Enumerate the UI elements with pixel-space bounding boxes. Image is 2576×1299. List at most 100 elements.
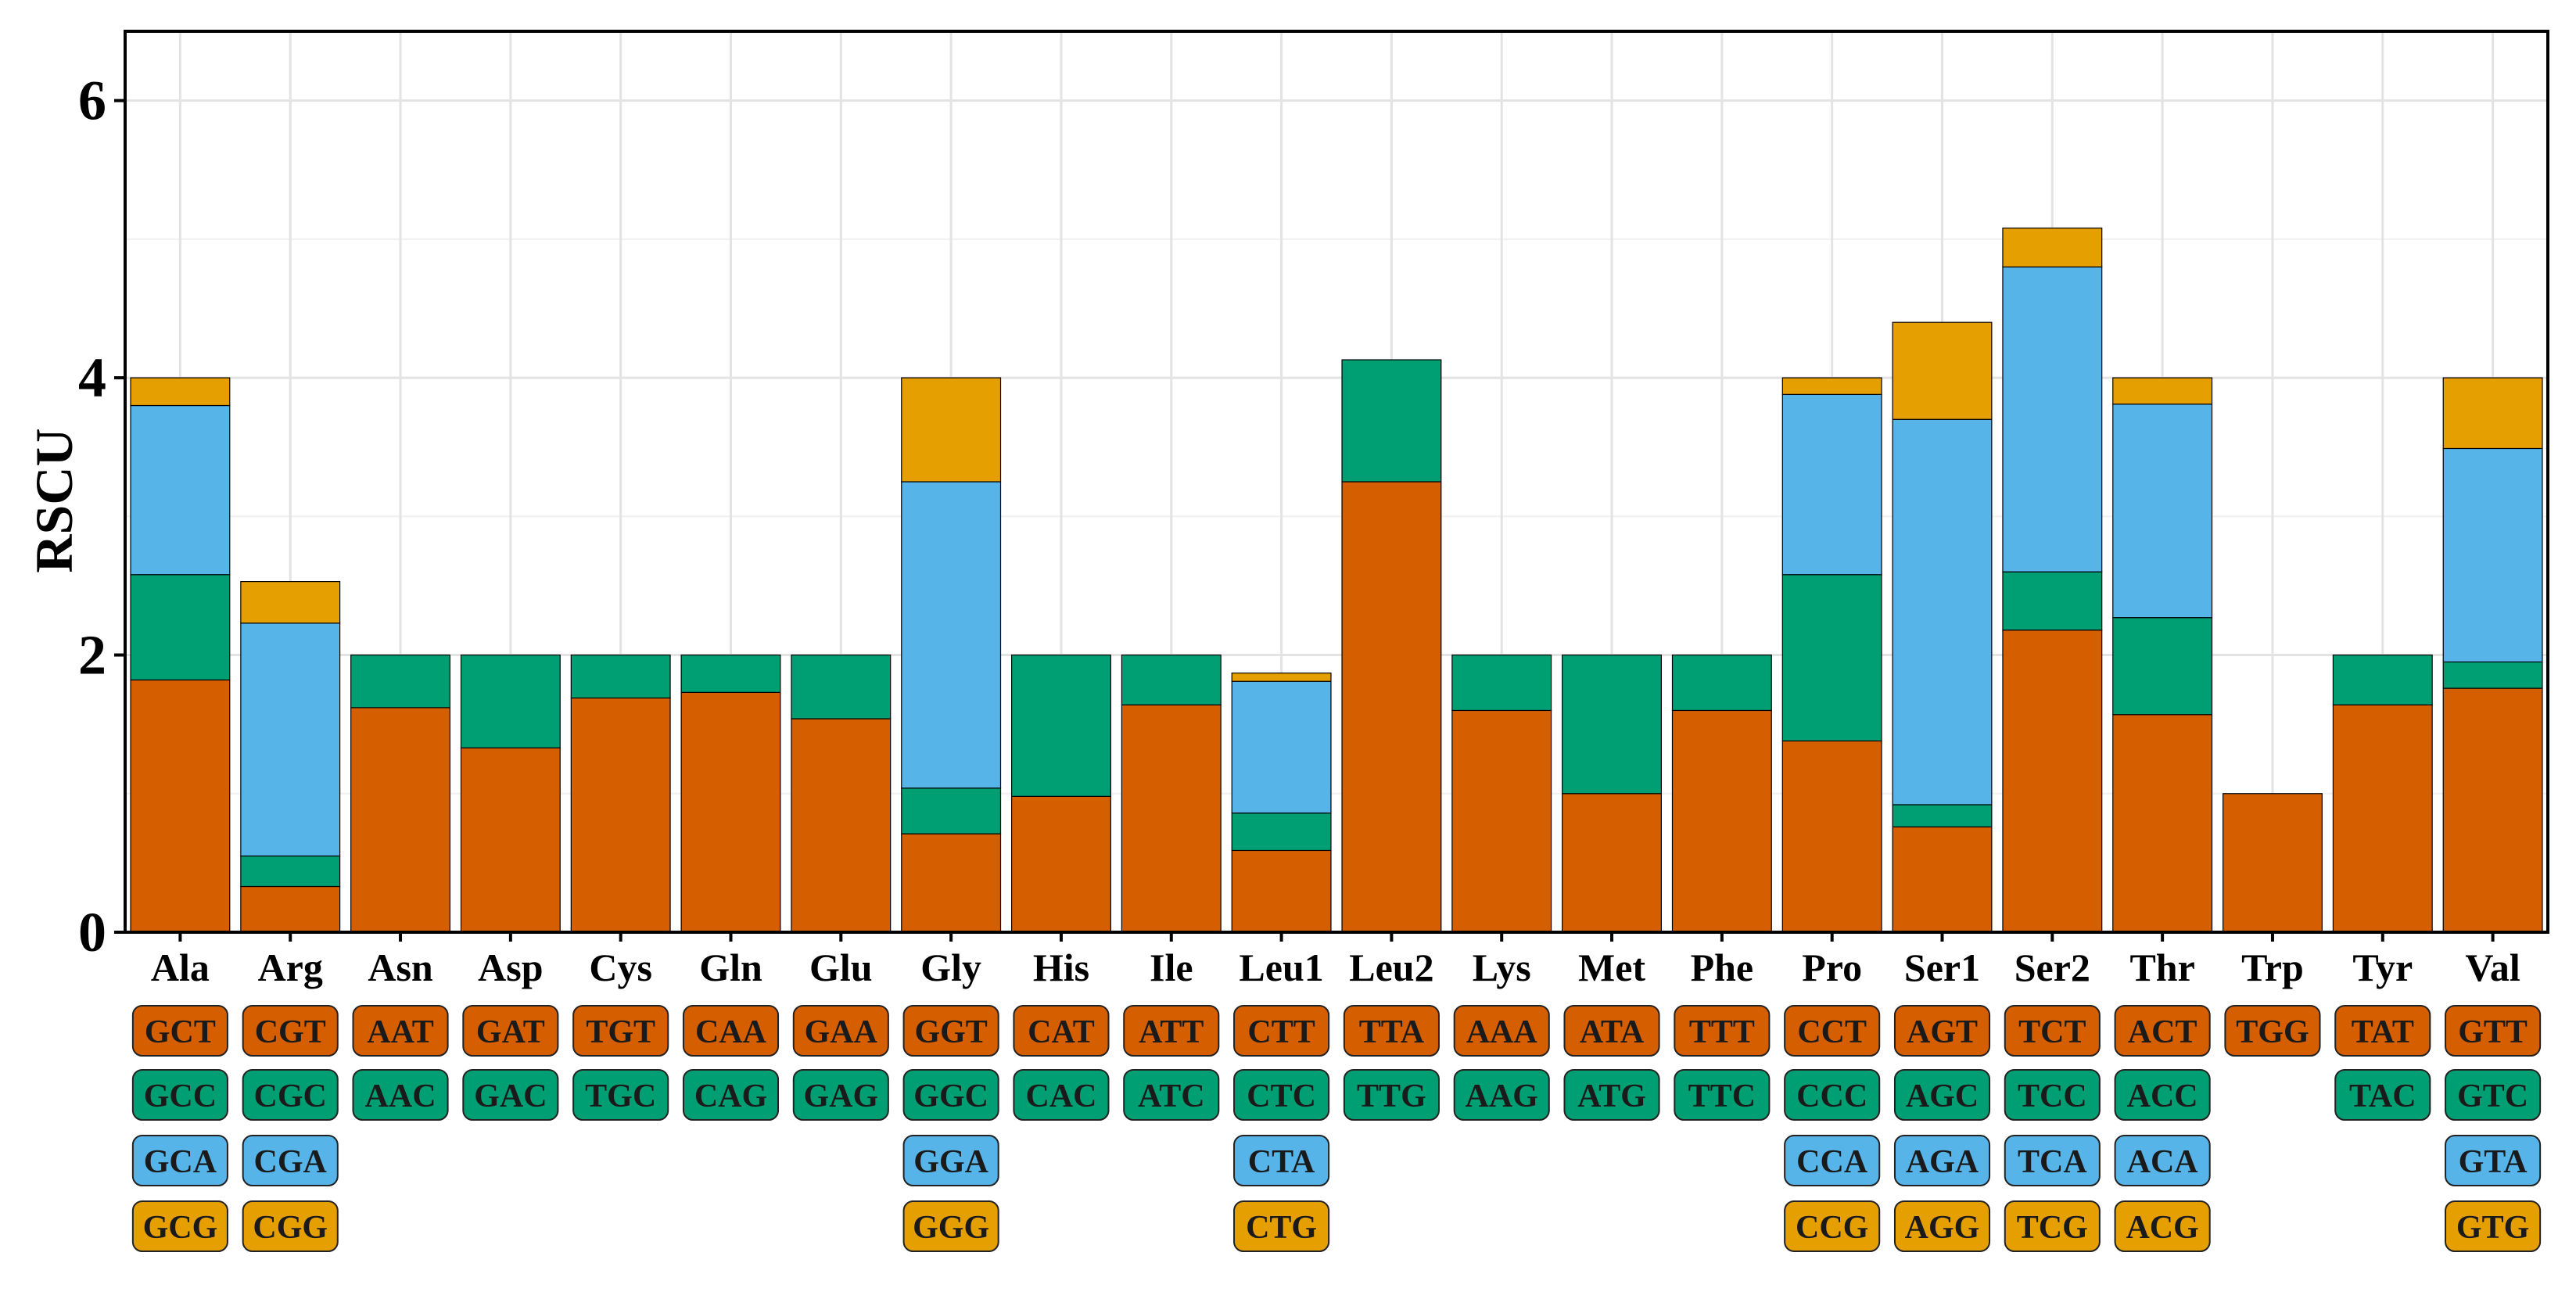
codon-box-bg	[2114, 1005, 2211, 1057]
axes: 0 2 4 6	[78, 30, 2549, 963]
codon-label: TGG	[2236, 1014, 2309, 1050]
codon-box-bg	[1233, 1135, 1330, 1186]
codon-box-GGT: GGT	[902, 1005, 999, 1057]
codon-label: CTA	[1248, 1144, 1315, 1180]
codon-box-bg	[1453, 1005, 1550, 1057]
codon-box-bg	[1784, 1069, 1881, 1121]
codon-box-bg	[131, 1200, 228, 1252]
bar-Val-GTA	[2442, 447, 2543, 662]
x-tick-label-Cys: Cys	[589, 946, 652, 989]
codon-box-TGG: TGG	[2224, 1005, 2321, 1057]
codon-box-TTC: TTC	[1674, 1069, 1771, 1121]
codon-box-bg	[1233, 1069, 1330, 1121]
codon-label: AAA	[1466, 1014, 1538, 1050]
bar-Pro-CCG	[1781, 377, 1882, 395]
codon-box-bg	[1123, 1005, 1220, 1057]
codon-label: TGT	[586, 1014, 655, 1050]
bar-Ala-GCG	[130, 377, 231, 407]
codon-label: ATG	[1577, 1078, 1646, 1114]
codon-box-bg	[2004, 1200, 2101, 1252]
bar-Val-GTG	[2442, 377, 2543, 450]
bar-Ala-GCA	[130, 404, 231, 576]
codon-label: GAC	[474, 1078, 547, 1114]
x-tick-label-Phe: Phe	[1691, 946, 1754, 989]
codon-label: ATC	[1138, 1078, 1205, 1114]
bar-Thr-ACC	[2112, 617, 2213, 716]
codon-label: TTT	[1689, 1014, 1755, 1050]
codon-box-bg	[1233, 1005, 1330, 1057]
bar-Asp-GAC	[460, 654, 561, 748]
codon-label: CCG	[1796, 1210, 1868, 1246]
codon-box-bg	[792, 1005, 889, 1057]
codon-label: AGG	[1905, 1210, 1980, 1246]
x-tick-label-Arg: Arg	[258, 946, 323, 989]
codon-label: AGC	[1906, 1078, 1979, 1114]
bar-Tyr-TAT	[2332, 704, 2433, 933]
codon-box-bg	[2334, 1069, 2431, 1121]
codon-box-CCG: CCG	[1784, 1200, 1881, 1252]
codon-box-AGG: AGG	[1893, 1200, 1991, 1252]
codon-box-GTA: GTA	[2445, 1135, 2542, 1186]
y-tick-label: 4	[78, 346, 106, 409]
bar-Ser2-TCT	[2002, 630, 2103, 933]
bars	[130, 228, 2543, 933]
bar-Gly-GGG	[901, 377, 1002, 483]
codon-label: GGA	[913, 1144, 988, 1180]
codon-box-ATT: ATT	[1123, 1005, 1220, 1057]
bar-Val-GTT	[2442, 687, 2543, 933]
codon-box-CAC: CAC	[1013, 1069, 1110, 1121]
codon-box-ATG: ATG	[1563, 1069, 1660, 1121]
codon-box-bg	[902, 1005, 999, 1057]
codon-label: CGC	[254, 1078, 327, 1114]
codon-box-bg	[902, 1069, 999, 1121]
codon-box-AGA: AGA	[1893, 1135, 1991, 1186]
codon-box-AAT: AAT	[352, 1005, 449, 1057]
codon-label: ATA	[1580, 1014, 1645, 1050]
x-tick-label-Ser1: Ser1	[1904, 946, 1980, 989]
codon-box-ATC: ATC	[1123, 1069, 1220, 1121]
bar-Leu1-CTT	[1231, 849, 1332, 933]
codon-label: GAG	[803, 1078, 878, 1114]
codon-box-bg	[1893, 1135, 1991, 1186]
codon-box-bg	[2004, 1069, 2101, 1121]
codon-label: ACC	[2127, 1078, 2198, 1114]
codon-label: GAT	[476, 1014, 545, 1050]
codon-box-CAA: CAA	[682, 1005, 780, 1057]
codon-box-GGC: GGC	[902, 1069, 999, 1121]
codon-box-GGG: GGG	[902, 1200, 999, 1252]
bar-Cys-TGT	[570, 697, 671, 933]
codon-box-bg	[1784, 1200, 1881, 1252]
bar-Ala-GCT	[130, 679, 231, 933]
x-tick-label-Ile: Ile	[1150, 946, 1193, 989]
codon-label: CTG	[1246, 1210, 1317, 1246]
codon-box-ATA: ATA	[1563, 1005, 1660, 1057]
codon-label: TCA	[2018, 1144, 2087, 1180]
codon-box-bg	[572, 1069, 669, 1121]
codon-box-CGC: CGC	[242, 1069, 339, 1121]
codon-label: CCT	[1797, 1014, 1867, 1050]
codon-box-bg	[1343, 1069, 1440, 1121]
codon-box-CCA: CCA	[1784, 1135, 1881, 1186]
codon-box-bg	[572, 1005, 669, 1057]
bar-His-CAT	[1010, 795, 1111, 933]
bar-Phe-TTT	[1671, 709, 1772, 933]
x-tick-label-Gly: Gly	[920, 946, 981, 989]
x-tick-label-Lys: Lys	[1473, 946, 1531, 989]
bar-Gln-CAG	[680, 654, 781, 693]
codon-box-bg	[462, 1005, 559, 1057]
codon-label: TTG	[1357, 1078, 1426, 1114]
codon-box-bg	[1893, 1200, 1991, 1252]
x-tick-label-Ser2: Ser2	[2015, 946, 2090, 989]
bar-Ser2-TCG	[2002, 228, 2103, 267]
codon-box-CTC: CTC	[1233, 1069, 1330, 1121]
x-tick-label-Gln: Gln	[699, 946, 762, 989]
bar-Ala-GCC	[130, 574, 231, 681]
y-tick-label: 0	[78, 901, 106, 963]
codon-box-GAC: GAC	[462, 1069, 559, 1121]
bar-Ser1-AGT	[1892, 826, 1993, 933]
codon-box-GTC: GTC	[2445, 1069, 2542, 1121]
codon-box-CTT: CTT	[1233, 1005, 1330, 1057]
x-tick-label-Leu1: Leu1	[1239, 946, 1323, 989]
codon-box-AAG: AAG	[1453, 1069, 1550, 1121]
x-tick-label-Trp: Trp	[2241, 946, 2304, 989]
